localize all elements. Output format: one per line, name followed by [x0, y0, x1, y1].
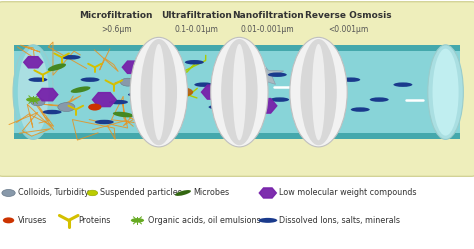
- FancyBboxPatch shape: [0, 2, 474, 176]
- Ellipse shape: [393, 82, 412, 87]
- Polygon shape: [201, 85, 225, 99]
- Ellipse shape: [95, 120, 114, 124]
- Circle shape: [88, 104, 101, 111]
- Text: Microfiltration: Microfiltration: [79, 11, 153, 20]
- Text: Microbes: Microbes: [193, 188, 229, 197]
- Polygon shape: [252, 99, 277, 113]
- Ellipse shape: [432, 49, 459, 136]
- Ellipse shape: [210, 37, 268, 147]
- Ellipse shape: [209, 105, 228, 109]
- Ellipse shape: [141, 39, 177, 145]
- Text: 0.1-0.01μm: 0.1-0.01μm: [175, 25, 219, 34]
- Ellipse shape: [428, 45, 463, 139]
- Ellipse shape: [268, 72, 287, 77]
- Ellipse shape: [62, 55, 81, 60]
- Polygon shape: [259, 188, 276, 198]
- Text: Nanofiltration: Nanofiltration: [232, 11, 304, 20]
- Ellipse shape: [341, 77, 360, 82]
- Polygon shape: [92, 93, 116, 107]
- Ellipse shape: [161, 72, 180, 77]
- Ellipse shape: [270, 97, 289, 102]
- Ellipse shape: [175, 190, 191, 196]
- Text: 0.01-0.001μm: 0.01-0.001μm: [241, 25, 295, 34]
- Circle shape: [3, 217, 14, 223]
- Text: >0.6μm: >0.6μm: [101, 25, 131, 34]
- Ellipse shape: [245, 109, 264, 113]
- Text: Reverse Osmosis: Reverse Osmosis: [305, 11, 392, 20]
- Ellipse shape: [18, 49, 48, 136]
- Ellipse shape: [26, 97, 40, 102]
- Ellipse shape: [128, 92, 147, 97]
- Ellipse shape: [312, 44, 325, 140]
- Ellipse shape: [113, 112, 134, 117]
- Polygon shape: [37, 88, 58, 101]
- Text: Viruses: Viruses: [18, 216, 47, 225]
- Polygon shape: [122, 61, 143, 73]
- Text: Low molecular weight compounds: Low molecular weight compounds: [279, 188, 416, 197]
- Text: <0.001μm: <0.001μm: [328, 25, 368, 34]
- Circle shape: [120, 78, 136, 86]
- Text: Organic acids, oil emulsions: Organic acids, oil emulsions: [148, 216, 261, 225]
- Ellipse shape: [351, 107, 370, 112]
- Circle shape: [31, 98, 45, 106]
- Text: Ultrafiltration: Ultrafiltration: [161, 11, 232, 20]
- Ellipse shape: [43, 110, 62, 114]
- Ellipse shape: [152, 44, 165, 140]
- Ellipse shape: [170, 110, 185, 115]
- Ellipse shape: [81, 77, 100, 82]
- Ellipse shape: [71, 86, 91, 93]
- Ellipse shape: [240, 82, 259, 87]
- Bar: [14, 133, 460, 139]
- Text: Proteins: Proteins: [78, 216, 110, 225]
- Ellipse shape: [233, 44, 246, 140]
- Bar: [14, 45, 460, 139]
- Ellipse shape: [109, 100, 128, 104]
- Ellipse shape: [194, 82, 213, 87]
- Ellipse shape: [221, 39, 258, 145]
- Circle shape: [58, 103, 75, 112]
- Text: Dissolved Ions, salts, minerals: Dissolved Ions, salts, minerals: [279, 216, 400, 225]
- Ellipse shape: [185, 60, 204, 64]
- Circle shape: [87, 190, 98, 196]
- Ellipse shape: [370, 97, 389, 102]
- Ellipse shape: [301, 39, 337, 145]
- Text: Suspended particles: Suspended particles: [100, 188, 182, 197]
- Circle shape: [2, 189, 15, 196]
- Ellipse shape: [290, 37, 347, 147]
- Ellipse shape: [258, 218, 277, 223]
- Polygon shape: [240, 63, 284, 84]
- Text: Colloids, Turbidity: Colloids, Turbidity: [18, 188, 89, 197]
- Ellipse shape: [48, 63, 66, 71]
- Ellipse shape: [172, 87, 193, 97]
- Bar: [14, 45, 460, 51]
- Ellipse shape: [131, 218, 144, 223]
- Polygon shape: [24, 57, 43, 68]
- Ellipse shape: [159, 100, 178, 104]
- Ellipse shape: [130, 37, 188, 147]
- Ellipse shape: [28, 77, 47, 82]
- Ellipse shape: [13, 45, 53, 139]
